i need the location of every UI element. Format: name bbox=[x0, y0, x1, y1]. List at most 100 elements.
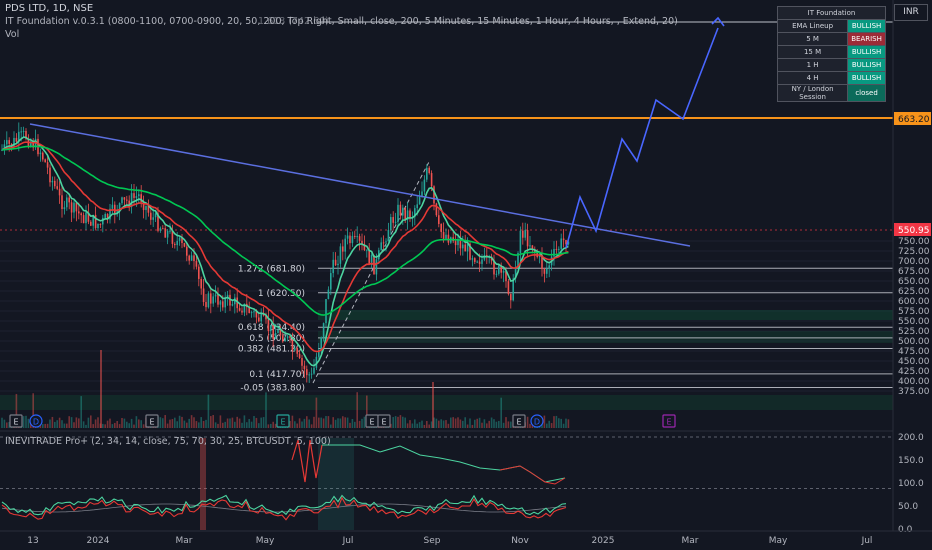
candle-body bbox=[392, 217, 394, 223]
candle-body bbox=[210, 293, 212, 304]
volume-bar bbox=[142, 424, 145, 428]
time-axis-label: Mar bbox=[682, 536, 699, 546]
candle-body bbox=[433, 186, 435, 204]
candle-body bbox=[327, 289, 330, 300]
last-price-tag bbox=[894, 223, 931, 236]
candle-body bbox=[61, 195, 63, 209]
candle-body bbox=[560, 238, 562, 249]
volume-bar bbox=[44, 423, 46, 428]
indicator-legend[interactable]: IT Foundation v.0.3.1 (0800-1100, 0700-0… bbox=[5, 16, 678, 27]
candle-body bbox=[169, 230, 171, 232]
volume-bar bbox=[135, 416, 138, 428]
volume-bar bbox=[404, 417, 406, 428]
oscillator-signal-line-bear bbox=[499, 465, 566, 485]
table-row-status: closed bbox=[847, 84, 886, 102]
candle-body bbox=[92, 214, 94, 226]
candle-body bbox=[42, 152, 44, 160]
event-badge-label: E bbox=[381, 418, 386, 427]
candle-body bbox=[394, 221, 397, 223]
ema-lines bbox=[1, 136, 569, 367]
volume-bar bbox=[114, 422, 116, 428]
volume-bar bbox=[246, 422, 248, 428]
candle-body bbox=[390, 217, 392, 230]
volume-bar bbox=[106, 420, 109, 428]
dividend-badge bbox=[29, 414, 43, 428]
volume-bar bbox=[224, 421, 226, 428]
volume-bar bbox=[471, 424, 474, 428]
volume-bar bbox=[546, 423, 548, 428]
candle-body bbox=[555, 248, 558, 250]
volume-bar bbox=[296, 423, 298, 428]
volume-bar bbox=[8, 421, 10, 428]
currency-button[interactable]: INR bbox=[894, 4, 928, 21]
earnings-badge bbox=[276, 414, 290, 428]
volume-bar bbox=[73, 422, 75, 428]
volume-bar bbox=[553, 416, 555, 428]
candle-body bbox=[493, 260, 495, 275]
candle-body bbox=[238, 308, 241, 311]
candle-body bbox=[495, 273, 498, 275]
volume-bar bbox=[493, 419, 495, 428]
candle-body bbox=[183, 243, 186, 247]
candle-body bbox=[406, 210, 409, 220]
volume-bar bbox=[6, 422, 8, 428]
volume-bar bbox=[49, 419, 51, 428]
volume-bar bbox=[253, 416, 255, 428]
time-axis-label: Nov bbox=[511, 536, 529, 546]
table-row: 15 M BULLISH bbox=[776, 45, 886, 59]
candle-body bbox=[380, 242, 382, 251]
volume-bar bbox=[94, 419, 97, 428]
volume-bar bbox=[351, 419, 354, 428]
candle-body bbox=[198, 266, 200, 279]
oscillator-legend[interactable]: INEVITRADE Pro+ (2, 34, 14, close, 75, 7… bbox=[5, 436, 331, 447]
volume-bar bbox=[481, 422, 483, 428]
volume-bar bbox=[61, 420, 63, 428]
volume-bar bbox=[310, 424, 313, 428]
volume-bar bbox=[428, 424, 430, 428]
volume-bar bbox=[354, 421, 356, 428]
volume-bar bbox=[334, 419, 337, 428]
candle-body bbox=[32, 141, 34, 148]
volume-bar bbox=[488, 420, 490, 428]
candle-body bbox=[159, 228, 162, 231]
oscillator-axis-tick: 100.0 bbox=[898, 479, 924, 489]
event-badge-label: E bbox=[369, 418, 374, 427]
candle-body bbox=[224, 297, 226, 308]
volume-bar bbox=[100, 350, 102, 428]
candle-body bbox=[18, 131, 20, 142]
price-axis-tick: 550.00 bbox=[898, 317, 930, 327]
volume-legend[interactable]: Vol bbox=[5, 29, 20, 40]
volume-bar bbox=[438, 420, 440, 428]
volume-bar bbox=[236, 416, 238, 428]
volume-bar bbox=[265, 392, 267, 428]
candle-body bbox=[258, 317, 260, 322]
candle-body bbox=[104, 213, 106, 218]
volume-bar bbox=[207, 394, 210, 428]
projection-path bbox=[565, 27, 719, 249]
table-row: 5 M BEARISH bbox=[776, 32, 886, 46]
event-badge-label: D bbox=[33, 418, 39, 427]
volume-bar bbox=[190, 415, 193, 428]
candle-body bbox=[358, 236, 361, 241]
volume-bar bbox=[212, 415, 214, 428]
candle-body bbox=[54, 180, 56, 187]
candle-body bbox=[430, 173, 433, 187]
candle-body bbox=[445, 234, 447, 239]
volume-bar bbox=[176, 421, 178, 428]
volume-bar bbox=[226, 418, 229, 428]
candle-body bbox=[366, 249, 368, 251]
candle-body bbox=[474, 258, 476, 262]
candle-body bbox=[6, 140, 8, 145]
descending-trendline bbox=[29, 123, 691, 247]
fib-level-label: 0.5 (507.80) bbox=[249, 334, 305, 344]
candle-body bbox=[154, 213, 157, 218]
volume-bar bbox=[505, 417, 507, 428]
volume-bar bbox=[423, 424, 426, 428]
table-row-label: 1 H bbox=[776, 58, 849, 72]
candle-body bbox=[387, 229, 390, 242]
table-row: 1 H BULLISH bbox=[776, 58, 886, 72]
candle-body bbox=[279, 329, 282, 336]
volume-bar bbox=[526, 416, 529, 428]
candle-body bbox=[56, 186, 58, 189]
